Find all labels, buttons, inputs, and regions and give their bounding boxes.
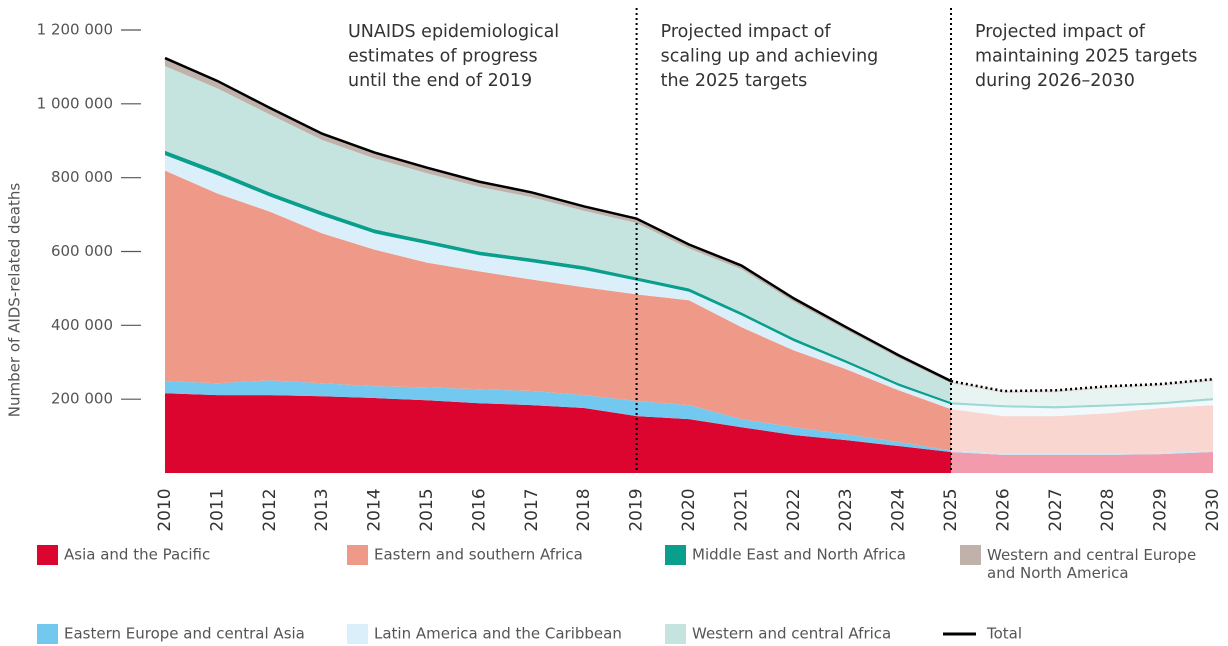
legend-swatch — [665, 545, 686, 565]
x-tick-label: 2023 — [836, 488, 856, 531]
legend-swatch — [960, 545, 981, 565]
annotation: the 2025 targets — [661, 71, 808, 91]
annotation: UNAIDS epidemiological — [348, 22, 559, 42]
legend-line: Western and central Europe — [987, 546, 1196, 564]
x-tick-label: 2015 — [417, 488, 437, 531]
x-tick-label: 2027 — [1046, 488, 1066, 531]
annotation: Projected impact of — [975, 22, 1146, 42]
x-tick-label: 2013 — [312, 488, 332, 531]
x-tick-label: 2019 — [627, 488, 647, 531]
legend-swatch — [37, 624, 58, 644]
x-tick-label: 2017 — [522, 488, 542, 531]
annotation: maintaining 2025 targets — [975, 47, 1197, 67]
legend-label: Middle East and North Africa — [692, 546, 906, 564]
legend-label: Western and central Africa — [692, 625, 891, 643]
annotation: Projected impact of — [661, 22, 832, 42]
x-tick-label: 2029 — [1151, 488, 1171, 531]
x-tick-label: 2014 — [365, 488, 385, 531]
x-tick-label: 2026 — [993, 488, 1013, 531]
legend-label: Asia and the Pacific — [64, 546, 210, 564]
y-tick-label: 400 000 — [51, 316, 113, 334]
x-tick-label: 2018 — [574, 488, 594, 531]
legend-swatch — [347, 545, 368, 565]
x-tick-label: 2020 — [679, 488, 699, 531]
annotation: scaling up and achieving — [661, 47, 879, 67]
x-tick-label: 2028 — [1098, 488, 1118, 531]
x-tick-label: 2016 — [469, 488, 489, 531]
x-tick-label: 2011 — [207, 488, 227, 531]
y-tick-label: 800 000 — [51, 168, 113, 186]
y-tick-label: 1 200 000 — [37, 21, 113, 39]
annotation: until the end of 2019 — [348, 71, 532, 91]
legend-line: and North America — [987, 564, 1129, 582]
total-line — [164, 56, 951, 383]
x-tick-label: 2022 — [784, 488, 804, 531]
legend-label: Latin America and the Caribbean — [374, 625, 622, 643]
legend-label: Western and central Europe and North Amer… — [987, 546, 1196, 582]
legend-swatch — [665, 624, 686, 644]
legend-label: Total — [986, 625, 1022, 643]
annotation: during 2026–2030 — [975, 71, 1135, 91]
y-tick-label: 1 000 000 — [37, 94, 113, 112]
x-tick-label: 2024 — [889, 488, 909, 531]
x-tick-label: 2012 — [260, 488, 280, 531]
x-tick-label: 2021 — [731, 488, 751, 531]
annotation: estimates of progress — [348, 47, 538, 67]
x-tick-label: 2025 — [941, 488, 961, 531]
legend-label: Eastern and southern Africa — [374, 546, 583, 564]
x-tick-label: 2030 — [1203, 488, 1223, 531]
x-tick-label: 2010 — [155, 488, 175, 531]
y-axis-title: Number of AIDS-related deaths — [6, 183, 24, 418]
projection-fade — [951, 0, 1215, 474]
legend-swatch — [37, 545, 58, 565]
area — [165, 380, 1213, 455]
y-tick-label: 200 000 — [51, 390, 113, 408]
legend-label: Eastern Europe and central Asia — [64, 625, 305, 643]
area — [165, 170, 1213, 454]
y-tick-label: 600 000 — [51, 242, 113, 260]
legend-swatch — [347, 624, 368, 644]
